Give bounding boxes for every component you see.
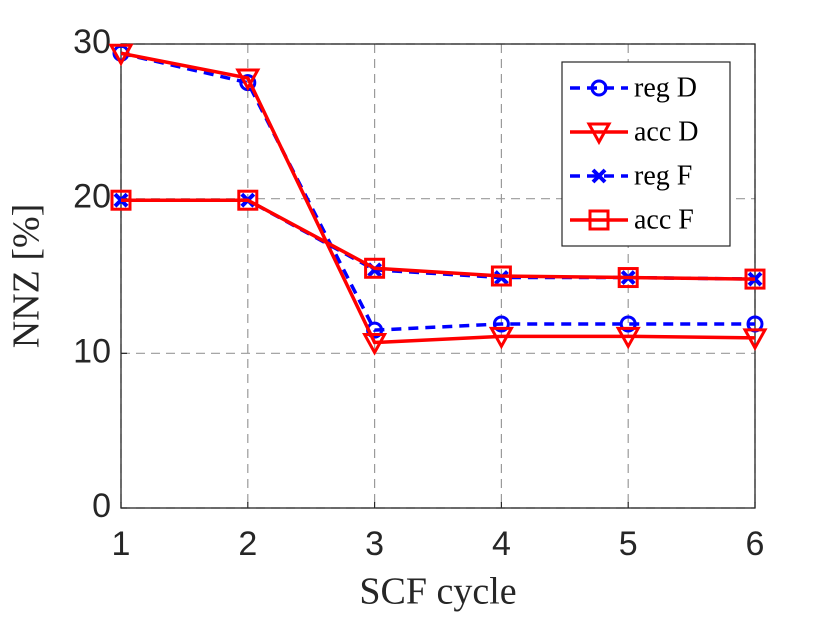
plot-frame: [120, 43, 756, 509]
series-line: [120, 51, 756, 345]
x-axis-label: SCF cycle: [359, 571, 516, 613]
y-tick-label: 0: [92, 487, 111, 525]
x-tick-label: 2: [238, 525, 257, 563]
series-line: [120, 51, 755, 332]
y-tick-label: 10: [73, 332, 111, 370]
legend-label: reg D: [634, 72, 697, 103]
marker: [235, 68, 261, 92]
y-tick-label: 20: [73, 178, 111, 216]
marker: [110, 189, 132, 211]
marker: [108, 43, 134, 67]
marker: [492, 315, 510, 333]
legend: reg D acc D reg F acc F: [561, 61, 731, 247]
marker: [237, 189, 259, 211]
marker: [615, 326, 641, 350]
legend-label: reg F: [634, 160, 692, 191]
marker: [617, 267, 639, 289]
marker: [364, 257, 386, 279]
y-axis-label: NNZ [%]: [6, 204, 48, 349]
x-tick-label: 1: [112, 525, 131, 563]
legend-marker: [591, 168, 607, 184]
marker: [744, 268, 766, 290]
y-tick-label: 30: [73, 23, 111, 61]
legend-marker: [590, 79, 608, 97]
x-tick-label: 3: [365, 525, 384, 563]
marker: [362, 333, 388, 356]
marker: [619, 315, 637, 333]
legend-marker: [588, 209, 610, 231]
series-line: [121, 198, 756, 281]
legend-marker: [586, 122, 612, 146]
x-tick-label: 4: [492, 525, 511, 563]
x-tick-label: 6: [746, 525, 765, 563]
legend-label: acc F: [634, 204, 694, 235]
marker: [742, 328, 768, 351]
marker: [488, 326, 514, 350]
series: [110, 189, 766, 290]
x-tick-label: 5: [619, 525, 638, 563]
legend-label: acc D: [634, 116, 699, 147]
marker: [490, 265, 512, 287]
series: [108, 43, 768, 356]
